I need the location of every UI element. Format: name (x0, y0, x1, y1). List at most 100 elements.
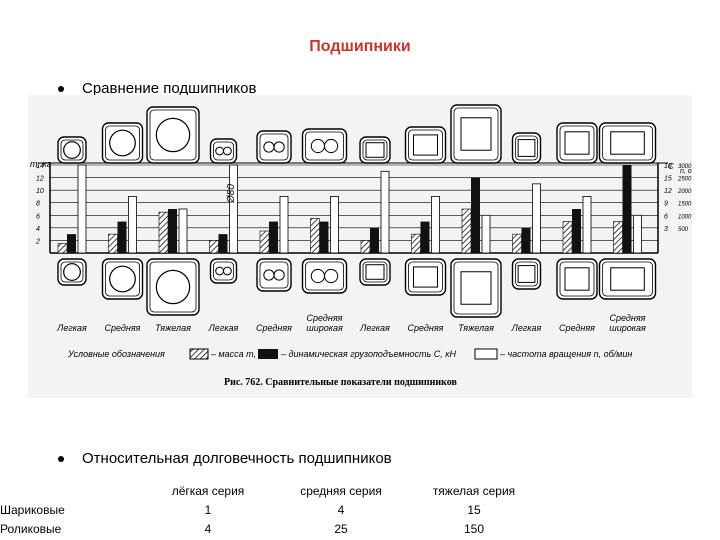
bearing-top-inner (149, 109, 197, 161)
legend-mass-swatch (189, 348, 209, 360)
bar-speed (431, 196, 440, 254)
series-label: Средняя (610, 313, 646, 323)
bearing-bottom-ball (273, 269, 285, 281)
bearing-bottom-inner (453, 261, 499, 315)
legend-title: Условные обозначения (67, 349, 165, 359)
bearing-top-inner (515, 135, 538, 161)
bearing-bottom-inner (60, 261, 84, 283)
series-label: Средняя (559, 323, 595, 333)
bearing-bottom-ball (155, 269, 191, 305)
right-tick-c-label: 6 (664, 213, 668, 220)
right-tick-n-label: 1000 (678, 214, 692, 220)
bearing-chart: m, кг C n, об/мин 14 12 10 8 6 4 2 18 3000 15 250… (30, 104, 692, 388)
legend-speed-text: – частота вращения n, об/мин (499, 349, 632, 359)
bearing-top-ball (324, 138, 339, 154)
bar-load (67, 234, 76, 253)
bullet-durability: Относительная долговечность подшипников (58, 450, 392, 467)
bar-speed (279, 196, 289, 254)
table-cell: 4 (337, 503, 345, 517)
row-label: Роликовые (0, 522, 62, 536)
bar-load (622, 165, 632, 253)
bearing-top-roller (610, 131, 645, 155)
right-tick-c-label: 12 (664, 188, 672, 195)
bar-load (420, 221, 430, 253)
bar-mass (108, 233, 118, 254)
legend-load-text: – динамическая грузоподъемность C, кН (280, 349, 457, 359)
bearing-bottom-roller (413, 266, 438, 288)
series-label: Тяжелая (458, 323, 494, 333)
bearing-top-ball (215, 146, 225, 156)
bottom-bearing-row (57, 258, 657, 318)
bearing-top-inner (602, 125, 653, 161)
bar-mass (512, 233, 522, 254)
bearing-bottom-inner (559, 261, 595, 297)
table-cell: 4 (204, 522, 212, 536)
bearing-top-inner (60, 139, 84, 161)
series-label: широкая (306, 323, 343, 333)
series-labels: Легкая Средняя Тяжелая Легкая Средняя Средняя… (56, 313, 646, 333)
right-tick-c-label: 15 (664, 176, 672, 183)
left-ticks: 14 12 10 8 6 4 2 (35, 163, 44, 245)
legend-mass-text: – масса m, кг (210, 349, 268, 359)
bearing-top-inner (559, 125, 595, 161)
bearing-top-roller (460, 117, 492, 151)
bar-speed (481, 214, 491, 254)
series-label: Легкая (359, 323, 390, 333)
dimension-label: Ø80 (226, 184, 237, 204)
bar-mass (562, 221, 573, 254)
bearing-bottom-inner (515, 261, 538, 287)
left-tick-label: 10 (36, 188, 44, 195)
bars (57, 164, 642, 254)
right-tick-n-label: 2000 (677, 189, 692, 195)
gridlines (50, 164, 658, 241)
series-label: широкая (609, 323, 646, 333)
bullet-durability-text: Относительная долговечность подшипников (82, 450, 392, 467)
bearing-top-inner (105, 125, 140, 161)
bearing-bottom-inner (213, 261, 234, 281)
bar-mass (613, 221, 623, 254)
table-header: тяжелая серия (432, 484, 516, 498)
table-cell: 150 (463, 522, 485, 536)
bearing-bottom-inner (408, 261, 443, 293)
bar-speed (633, 214, 642, 254)
bar-speed (128, 196, 137, 254)
bullet-dot (58, 85, 64, 92)
bearing-bottom-ball (109, 265, 136, 293)
bar-speed (330, 196, 339, 254)
bearing-bottom-ball (310, 268, 325, 284)
bar-mass (411, 233, 421, 254)
table-cell: 25 (334, 522, 348, 536)
bearing-top-roller (564, 131, 590, 155)
right-tick-n-label: 1500 (678, 202, 692, 208)
series-label: Средняя (408, 323, 444, 333)
bearing-top-ball (310, 138, 325, 154)
bar-load (117, 221, 127, 253)
table-header: лёгкая серия (171, 484, 245, 498)
bearing-bottom-inner (305, 261, 344, 291)
legend-speed-swatch (474, 348, 498, 360)
bearing-top-roller (413, 134, 438, 156)
bearing-bottom-ball (324, 268, 339, 284)
bearing-bottom-inner (149, 261, 197, 313)
right-ticks: 18 3000 15 2500 12 2000 9 1500 6 1000 3 500 (664, 163, 692, 233)
table-header: средняя серия (300, 484, 382, 498)
bar-mass (461, 208, 472, 254)
bar-speed (178, 208, 188, 254)
figure-caption: Рис. 762. Сравнительные показатели подши… (224, 377, 458, 388)
bearing-bottom-roller (517, 265, 536, 283)
left-axis-label: m, кг (30, 159, 52, 169)
bearing-top-roller (365, 142, 385, 158)
right-axis-label-c: C (668, 162, 674, 171)
series-label: Легкая (56, 323, 87, 333)
bearing-top-inner (259, 133, 289, 161)
bearing-bottom-roller (365, 264, 385, 280)
bearing-comparison-figure: m, кг C n, об/мин 14 12 10 8 6 4 2 18 3000 15 250… (28, 95, 692, 398)
bar-speed (582, 196, 592, 254)
bearing-top-ball (223, 146, 232, 156)
bullet-dot (58, 455, 64, 462)
bearing-bottom-roller (460, 271, 492, 305)
bar-load (168, 209, 177, 253)
bullet-comparison-text: Сравнение подшипников (82, 80, 257, 97)
bearing-top-ball (155, 117, 191, 153)
right-tick-n-label: 3000 (678, 164, 692, 170)
